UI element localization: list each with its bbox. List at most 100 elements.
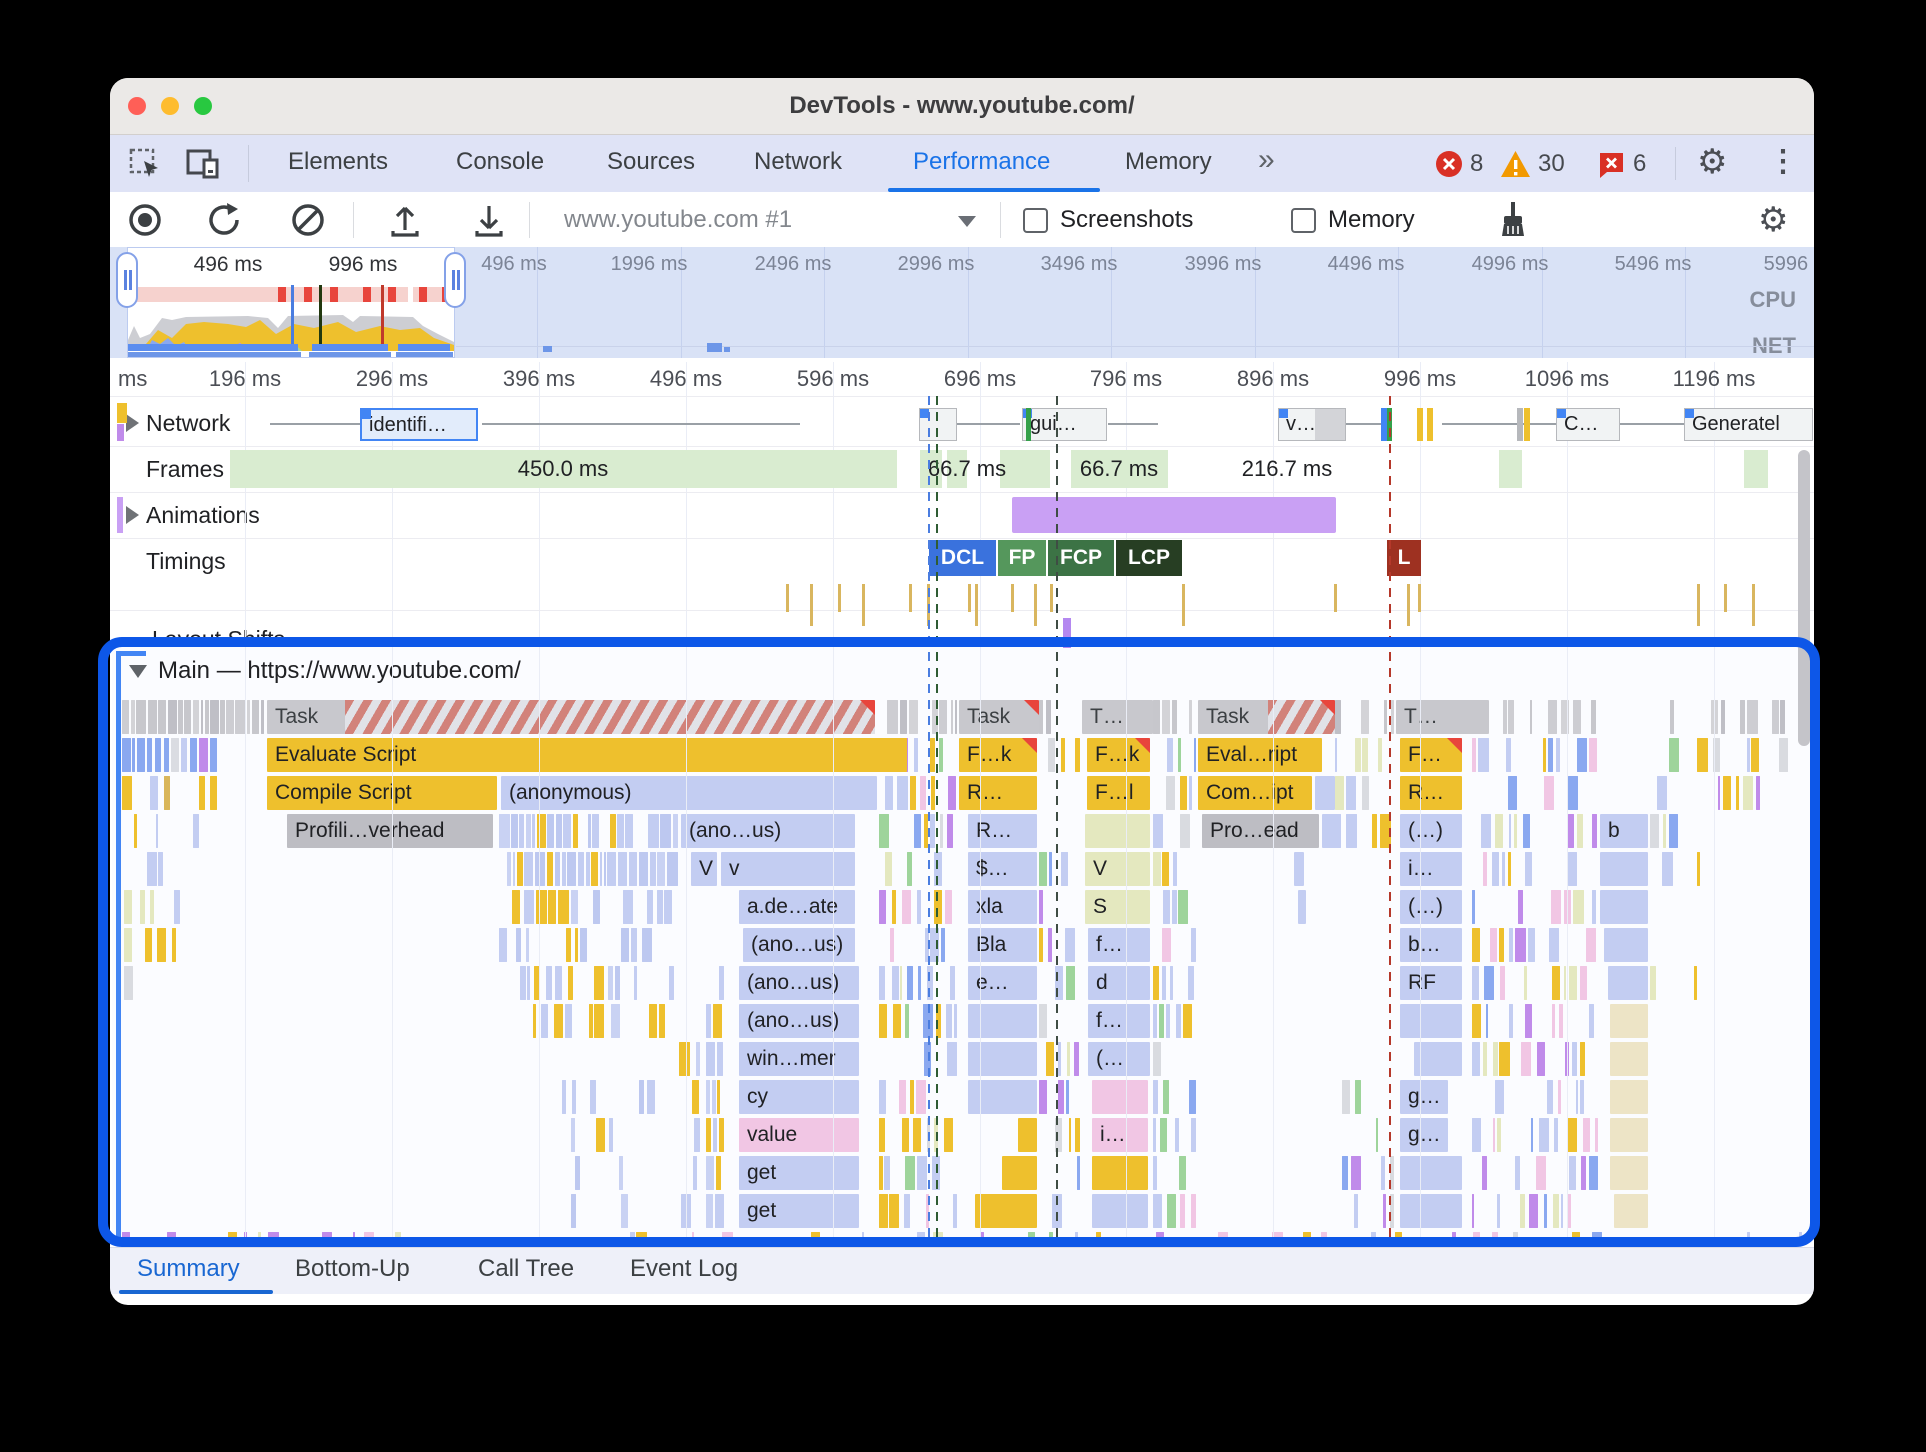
flame-bar[interactable] (968, 1042, 1037, 1076)
frame-segment[interactable] (1000, 450, 1050, 488)
flame-bar-f-[interactable]: f… (1088, 1004, 1150, 1038)
timeline-overview[interactable]: CPU NET 496 ms 1996 ms 2496 ms 2996 ms 3496 … (110, 247, 1814, 358)
device-toolbar-icon[interactable] (186, 148, 222, 185)
flame-bar-f-k[interactable]: F…k (959, 738, 1037, 772)
flame-bar-t-[interactable]: T… (1082, 700, 1153, 734)
flame-bar[interactable] (968, 1080, 1037, 1114)
flame-bar--[interactable]: $… (968, 852, 1037, 886)
flame-bar-v[interactable]: V (691, 852, 717, 886)
tab-console[interactable]: Console (456, 148, 545, 175)
flame-bar--[interactable]: (…) (1400, 890, 1462, 924)
selection-right-handle[interactable] (444, 252, 466, 308)
overview-selection-window[interactable]: 496 ms 996 ms (127, 247, 455, 358)
tab-performance[interactable]: Performance (913, 148, 1051, 175)
flame-bar-win-mer[interactable]: win…mer (739, 1042, 859, 1076)
bottom-tab-bottom-up[interactable]: Bottom-Up (295, 1255, 410, 1282)
flame-bar-evaluate-script[interactable]: Evaluate Script (267, 738, 907, 772)
flame-bar-task[interactable]: Task (267, 700, 875, 734)
main-flame-chart[interactable]: Main — https://www.youtube.com/ Task Eval… (112, 647, 1812, 1243)
flame-bar-task[interactable]: Task (1198, 700, 1335, 734)
main-track-header[interactable]: Main — https://www.youtube.com/ (112, 651, 1812, 689)
timing-marker-fp[interactable]: FP (998, 540, 1046, 576)
flame-bar-f-[interactable]: F… (1400, 738, 1462, 772)
frame-segment[interactable] (1499, 450, 1522, 488)
minimize-window-button[interactable] (161, 97, 179, 115)
network-request[interactable]: gui… (1022, 408, 1107, 441)
network-disclosure-icon[interactable] (126, 414, 139, 432)
flame-bar[interactable] (1610, 1042, 1648, 1076)
flame-bar[interactable] (1600, 890, 1648, 924)
animations-disclosure-icon[interactable] (126, 506, 139, 524)
timing-marker-fcp[interactable]: FCP (1048, 540, 1114, 576)
flame-bar--ano-us-[interactable]: (ano…us) (739, 966, 859, 1000)
flame-bar-bla[interactable]: Bla (968, 928, 1037, 962)
flame-bar-f-k[interactable]: F…k (1087, 738, 1150, 772)
flame-bar-eval-ript[interactable]: Eval…ript (1198, 738, 1322, 772)
bottom-tab-summary[interactable]: Summary (137, 1255, 240, 1282)
flame-bar[interactable] (1400, 1004, 1462, 1038)
timing-marker-dcl[interactable]: DCL (929, 540, 996, 576)
flame-bar[interactable] (1400, 1156, 1462, 1190)
flame-bar-e-[interactable]: e… (968, 966, 1037, 1000)
flame-bar-r-[interactable]: R… (1400, 776, 1462, 810)
flame-bar[interactable] (1018, 1118, 1037, 1152)
frame-segment[interactable] (1744, 450, 1768, 488)
tab-elements[interactable]: Elements (288, 148, 389, 175)
flame-bar-v[interactable]: V (1085, 852, 1150, 886)
timing-marker-lcp[interactable]: LCP (1116, 540, 1182, 576)
main-disclosure-icon[interactable] (129, 665, 147, 678)
tab-network[interactable]: Network (754, 148, 843, 175)
flame-bar--[interactable]: (… (1088, 1042, 1150, 1076)
flame-bar-f-l[interactable]: F…l (1087, 776, 1150, 810)
flame-bar-t-[interactable]: T… (1396, 700, 1489, 734)
flame-bar[interactable] (1610, 1118, 1648, 1152)
flame-bar-xla[interactable]: xla (968, 890, 1037, 924)
selection-left-handle[interactable] (116, 252, 138, 308)
settings-gear-icon[interactable]: ⚙ (1697, 143, 1728, 181)
flame-bar[interactable] (1092, 1080, 1148, 1114)
network-request[interactable]: v… (1278, 408, 1346, 441)
flame-bar-i-[interactable]: i… (1400, 852, 1462, 886)
flame-bar[interactable] (1298, 890, 1306, 924)
load-profile-icon[interactable] (388, 202, 422, 243)
flame-bar[interactable] (1610, 1080, 1648, 1114)
flame-bar[interactable] (975, 1194, 1037, 1228)
flame-bar-value[interactable]: value (739, 1118, 859, 1152)
flame-bar-b-[interactable]: b… (1400, 928, 1462, 962)
flame-bar-r-[interactable]: R… (968, 814, 1037, 848)
flame-bar--ano-us-[interactable]: (ano…us) (681, 814, 855, 848)
flame-bar[interactable] (1092, 1194, 1148, 1228)
flame-bar-g-[interactable]: g… (1400, 1080, 1448, 1114)
network-request[interactable]: identifi… (360, 408, 478, 441)
flame-bar-b[interactable]: b (1600, 814, 1648, 848)
flame-bar-i-[interactable]: i… (1092, 1118, 1148, 1152)
animation-bar[interactable] (1012, 497, 1336, 533)
flame-bar[interactable] (1400, 1194, 1462, 1228)
memory-checkbox[interactable] (1291, 208, 1316, 233)
flame-bar-a-de-ate[interactable]: a.de…ate (739, 890, 855, 924)
flame-bar-rf[interactable]: RF (1400, 966, 1462, 1000)
flame-bar-profili-verhead[interactable]: Profili…verhead (287, 814, 493, 848)
profile-select[interactable]: www.youtube.com #1 (564, 206, 793, 233)
inspect-element-icon[interactable] (129, 148, 161, 185)
tab-memory[interactable]: Memory (1125, 148, 1212, 175)
flame-bar[interactable] (1610, 1004, 1648, 1038)
frame-segment[interactable] (1071, 450, 1168, 488)
record-button[interactable] (128, 203, 162, 242)
flame-bar[interactable] (1322, 814, 1336, 848)
bottom-tab-call-tree[interactable]: Call Tree (478, 1255, 575, 1282)
vertical-scrollbar[interactable] (1798, 450, 1810, 746)
screenshots-checkbox[interactable] (1023, 208, 1048, 233)
flame-bar-get[interactable]: get (739, 1156, 859, 1190)
flame-bar[interactable] (1604, 928, 1648, 962)
profile-select-arrow[interactable] (958, 216, 976, 227)
flame-bar[interactable] (968, 1004, 1037, 1038)
flame-bar-r-[interactable]: R… (959, 776, 1037, 810)
save-profile-icon[interactable] (472, 202, 506, 243)
flame-bar[interactable] (1085, 814, 1150, 848)
flame-bar[interactable] (1614, 1194, 1648, 1228)
network-request[interactable]: C… (1556, 408, 1620, 441)
flame-bar-v[interactable]: v (721, 852, 855, 886)
flame-bar-compile-script[interactable]: Compile Script (267, 776, 497, 810)
capture-settings-gear-icon[interactable]: ⚙ (1758, 201, 1789, 239)
